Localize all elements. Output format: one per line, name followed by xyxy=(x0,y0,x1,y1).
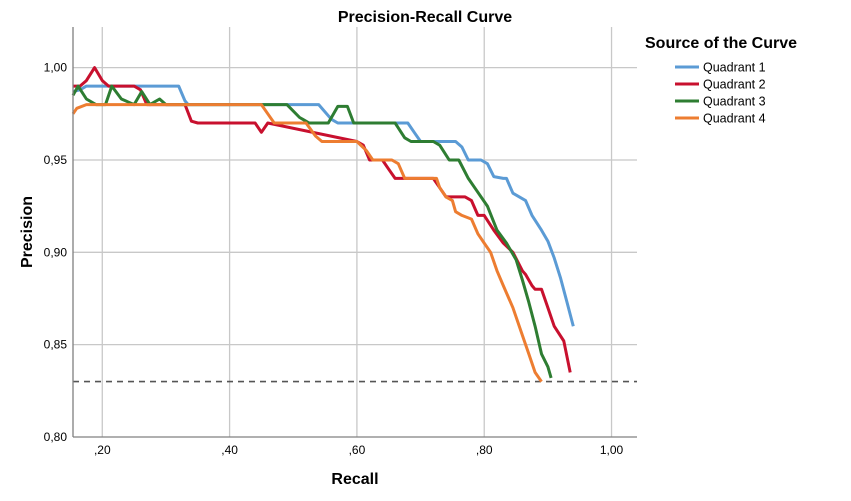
legend-title: Source of the Curve xyxy=(645,35,797,52)
x-tick-label: ,60 xyxy=(349,443,366,457)
y-tick-labels: 0,80 0,85 0,90 0,95 1,00 xyxy=(44,61,68,444)
chart-title: Precision-Recall Curve xyxy=(338,9,512,26)
legend-label-quadrant-4: Quadrant 4 xyxy=(703,112,766,126)
series-group xyxy=(71,66,575,383)
grid xyxy=(73,27,637,437)
y-axis-title: Precision xyxy=(19,196,36,268)
x-tick-labels: ,20 ,40 ,60 ,80 1,00 xyxy=(94,443,624,457)
x-tick-label: 1,00 xyxy=(600,443,624,457)
series-line-quadrant-1 xyxy=(72,84,575,327)
y-tick-label: 0,95 xyxy=(44,153,68,167)
legend-items: Quadrant 1 Quadrant 2 Quadrant 3 Quadrant 4 xyxy=(675,61,766,126)
legend: Source of the Curve Quadrant 1 Quadrant 2… xyxy=(645,35,797,126)
y-tick-label: 1,00 xyxy=(44,61,68,75)
y-tick-label: 0,90 xyxy=(44,245,68,259)
axes xyxy=(72,27,637,438)
legend-label-quadrant-3: Quadrant 3 xyxy=(703,95,766,109)
legend-label-quadrant-1: Quadrant 1 xyxy=(703,61,766,75)
x-tick-label: ,40 xyxy=(221,443,238,457)
y-tick-label: 0,80 xyxy=(44,430,68,444)
legend-label-quadrant-2: Quadrant 2 xyxy=(703,78,766,92)
x-tick-label: ,80 xyxy=(476,443,493,457)
y-tick-label: 0,85 xyxy=(44,338,68,352)
x-tick-label: ,20 xyxy=(94,443,111,457)
series-line-quadrant-4 xyxy=(71,103,543,383)
x-axis-title: Recall xyxy=(331,471,378,488)
series-line-quadrant-2 xyxy=(73,66,572,373)
